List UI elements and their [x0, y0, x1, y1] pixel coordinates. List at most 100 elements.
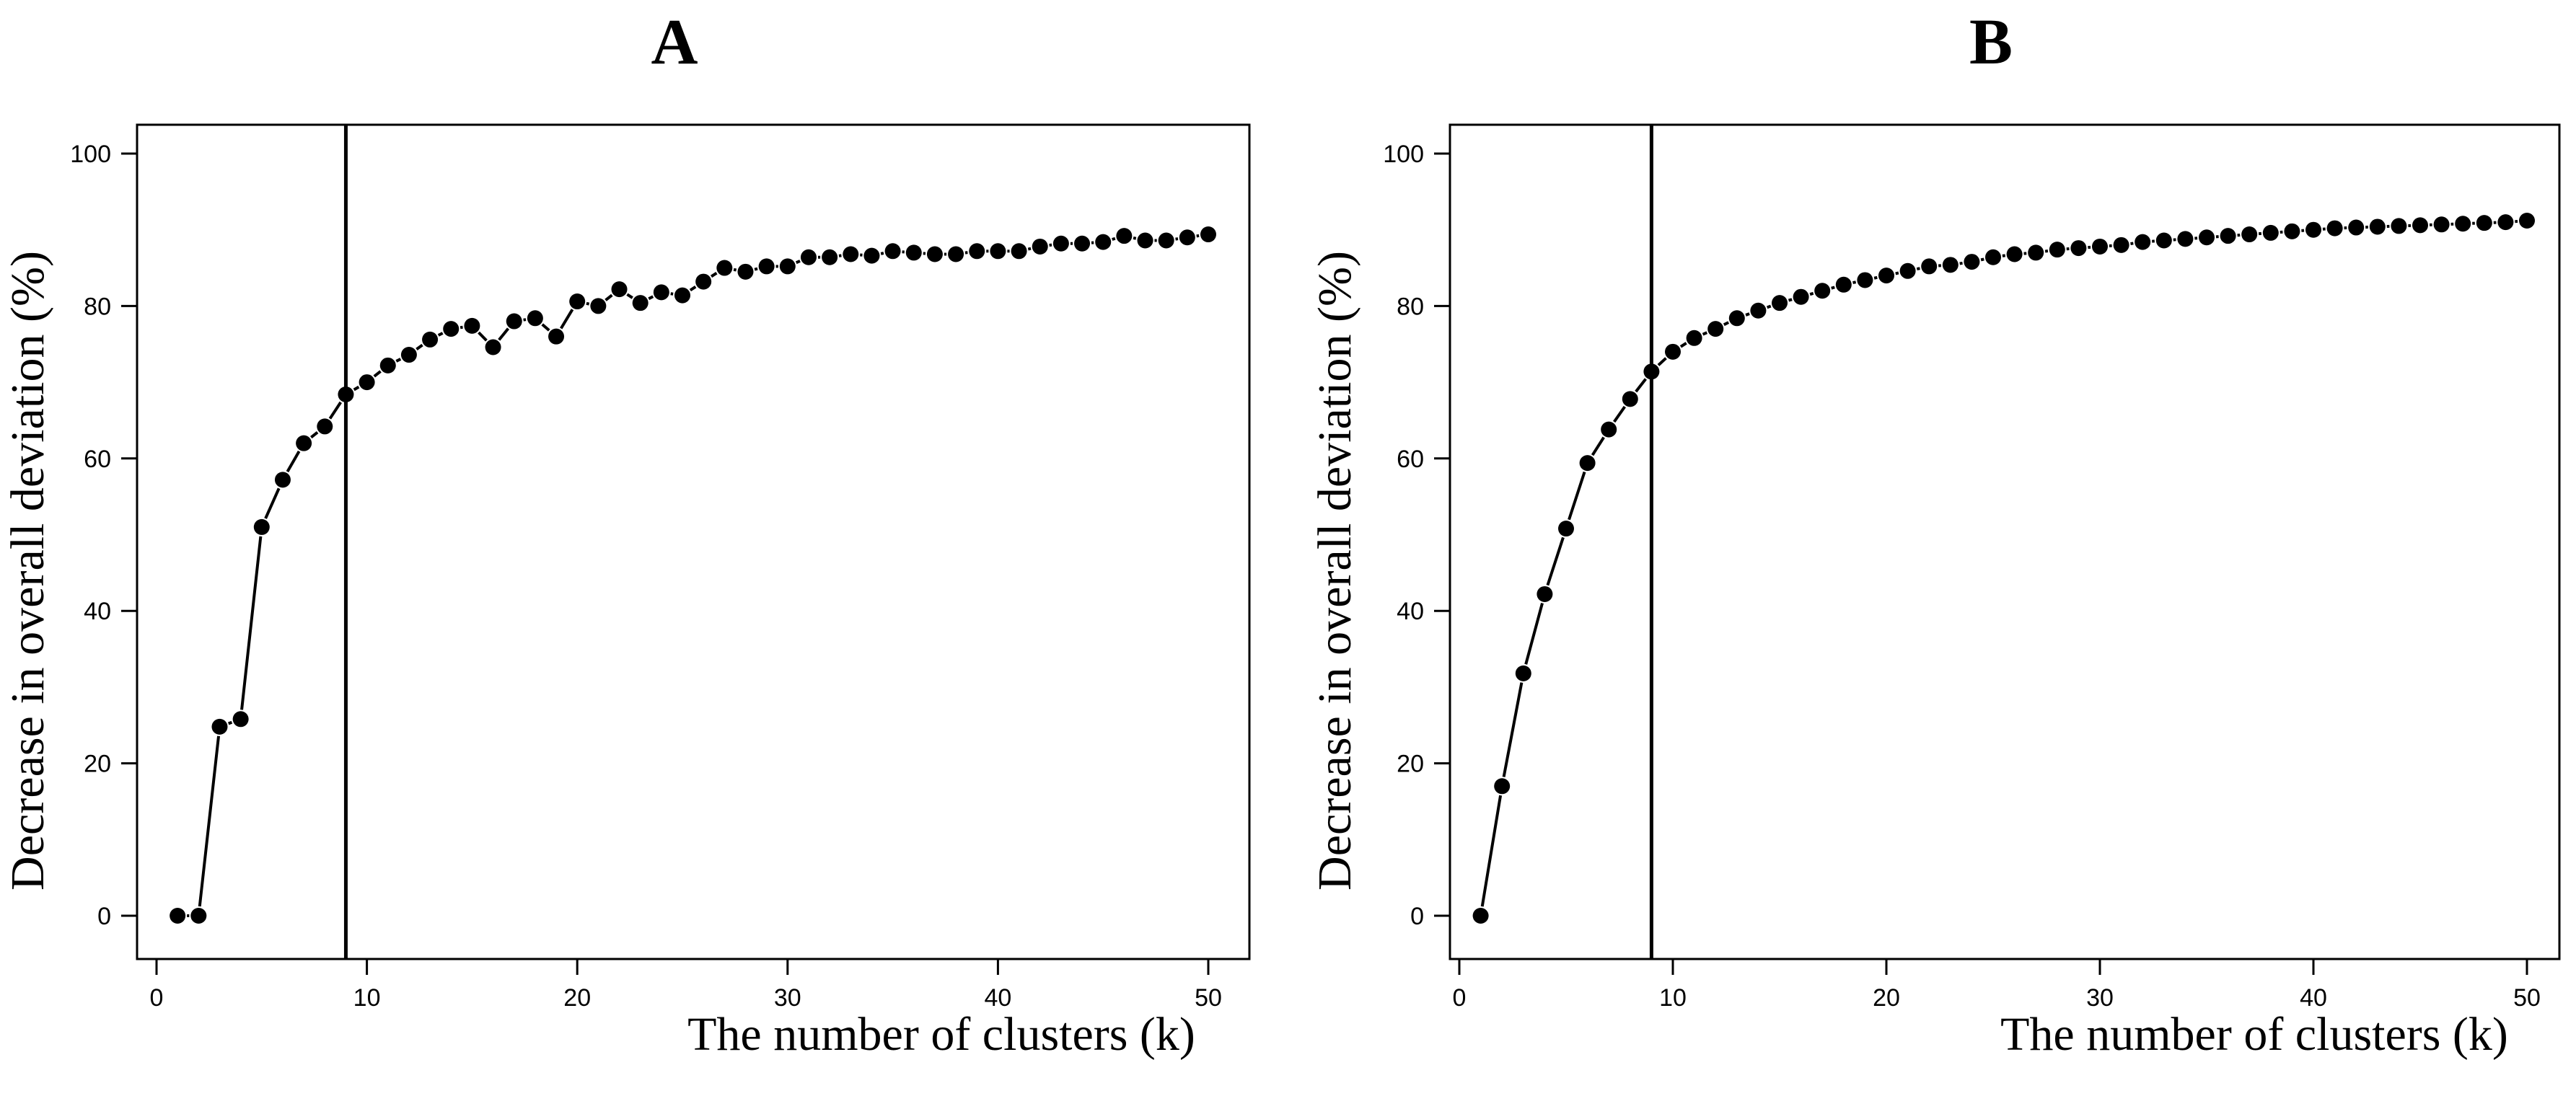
- x-tick-label: 50: [1195, 984, 1222, 1012]
- data-point: [506, 313, 522, 330]
- data-point: [695, 273, 712, 290]
- series-segment: [1480, 795, 1503, 907]
- data-point: [485, 339, 501, 355]
- data-point: [443, 321, 460, 337]
- series-segment: [264, 487, 281, 519]
- data-point: [2433, 216, 2450, 233]
- data-point: [2241, 226, 2258, 243]
- data-point: [1899, 262, 1916, 279]
- data-point: [1814, 283, 1831, 299]
- data-point: [2284, 223, 2300, 239]
- data-point: [674, 287, 690, 304]
- series-segment: [605, 293, 613, 301]
- data-point: [1200, 226, 1216, 243]
- data-point: [464, 317, 480, 334]
- data-point: [2262, 224, 2279, 241]
- data-point: [569, 293, 586, 310]
- data-point: [1878, 268, 1894, 284]
- series-segment: [1657, 357, 1667, 366]
- y-tick-label: 80: [1397, 293, 1424, 320]
- series-segment: [541, 323, 550, 332]
- data-point: [338, 386, 354, 403]
- data-point: [2305, 221, 2321, 238]
- data-point: [737, 263, 754, 280]
- series-segment: [353, 385, 360, 392]
- data-point: [2220, 228, 2236, 244]
- x-tick-label: 40: [2300, 984, 2327, 1012]
- data-point: [1686, 330, 1702, 346]
- data-point: [653, 284, 669, 301]
- data-point: [548, 328, 565, 345]
- series-segment: [1852, 280, 1857, 285]
- data-point: [1728, 310, 1745, 327]
- data-point: [2199, 229, 2215, 246]
- y-axis-label: Decrease in overall deviation (%): [1309, 251, 1361, 890]
- series-segment: [689, 286, 697, 292]
- chart-panel-a: A 0 10 20 30 40 50 0 20 40 60 80 100 The number of cl…: [1, 6, 1251, 1061]
- series-segment: [1591, 436, 1605, 456]
- data-point: [2006, 246, 2023, 262]
- data-point: [2391, 218, 2407, 234]
- data-point: [274, 472, 291, 488]
- data-point: [611, 281, 628, 298]
- series-segment: [395, 358, 402, 363]
- data-point: [2070, 240, 2087, 257]
- data-point: [1137, 232, 1153, 249]
- series-segment: [498, 327, 510, 341]
- data-point: [1964, 254, 1980, 270]
- data-point: [905, 244, 922, 261]
- data-point: [422, 331, 439, 348]
- chart-panel-b: B 0 10 20 30 40 50 0 20 40 60 80 100 The number of cl…: [1309, 6, 2561, 1061]
- data-point: [2113, 237, 2129, 253]
- x-tick-label: 0: [1453, 984, 1467, 1012]
- y-tick-label: 40: [1397, 598, 1424, 625]
- series-segment: [2130, 242, 2134, 245]
- data-point: [2455, 216, 2471, 232]
- series-segment: [1788, 298, 1793, 302]
- series-segment: [1679, 342, 1687, 348]
- data-point: [1707, 321, 1724, 337]
- y-tick-label: 0: [1410, 903, 1424, 930]
- data-point: [2369, 218, 2386, 235]
- y-tick-label: 100: [1383, 141, 1424, 168]
- data-point: [779, 258, 796, 275]
- data-point: [969, 243, 985, 260]
- data-point: [317, 418, 333, 435]
- data-point: [1579, 455, 1596, 472]
- data-point: [2135, 234, 2151, 250]
- series-segment: [328, 401, 342, 420]
- data-point: [2049, 242, 2065, 258]
- series-segment: [240, 536, 263, 710]
- data-point: [1537, 585, 1553, 602]
- data-point: [1942, 257, 1959, 273]
- data-point: [527, 310, 543, 327]
- plot-frame: [136, 123, 1251, 960]
- series-segment: [626, 293, 633, 299]
- data-point: [822, 249, 838, 265]
- x-tick-label: 10: [1659, 984, 1687, 1012]
- x-tick-label: 30: [2086, 984, 2114, 1012]
- data-point: [2519, 213, 2535, 229]
- series-segment: [710, 271, 718, 278]
- series-segment: [1959, 261, 1963, 265]
- y-tick-label: 40: [84, 598, 111, 625]
- data-point: [1515, 665, 1531, 681]
- y-tick-label: 80: [84, 293, 111, 320]
- x-tick-label: 0: [150, 984, 164, 1012]
- data-point: [863, 247, 880, 264]
- data-point: [232, 711, 249, 728]
- data-point: [1032, 238, 1048, 255]
- y-tick-label: 20: [84, 751, 111, 778]
- series-segment: [1502, 682, 1524, 777]
- x-tick-label: 50: [2513, 984, 2541, 1012]
- data-point: [2155, 232, 2172, 249]
- data-point: [716, 260, 733, 276]
- series-segment: [1916, 267, 1920, 271]
- data-point: [211, 718, 228, 735]
- data-point: [400, 347, 417, 363]
- data-point: [1665, 343, 1681, 360]
- x-axis-label: The number of clusters (k): [2000, 1008, 2508, 1061]
- series-segment: [880, 252, 884, 255]
- data-point: [1793, 288, 1809, 305]
